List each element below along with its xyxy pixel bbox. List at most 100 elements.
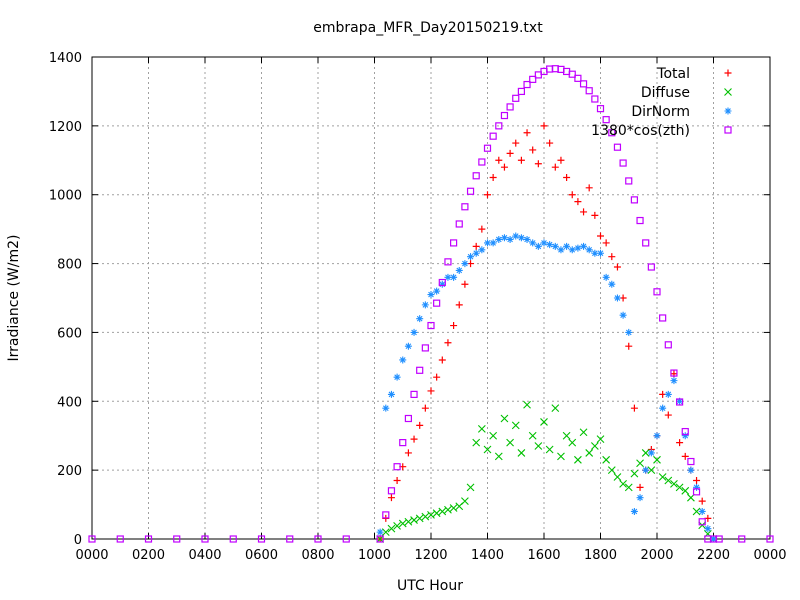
data-point-total [472, 242, 480, 250]
data-point-total [591, 211, 599, 219]
data-point-dirnorm [608, 280, 616, 288]
data-point-diffuse [438, 507, 447, 516]
data-point-dirnorm [540, 239, 548, 247]
data-point-1380-cos-zth [461, 203, 469, 211]
legend-marker [724, 69, 732, 77]
data-point-dirnorm [500, 234, 508, 242]
data-point-dirnorm [704, 525, 712, 533]
series-dirnorm [376, 232, 717, 543]
data-point-dirnorm [574, 244, 582, 252]
data-point-total [681, 452, 689, 460]
data-point-total [512, 139, 520, 147]
data-point-diffuse [590, 442, 599, 450]
data-point-diffuse [613, 473, 622, 481]
data-point-1380-cos-zth [376, 535, 384, 543]
data-point-total [608, 253, 616, 261]
data-point-diffuse [404, 517, 413, 526]
data-marks [88, 65, 774, 543]
data-point-diffuse [607, 466, 616, 475]
data-point-1380-cos-zth [659, 314, 667, 322]
data-point-dirnorm [557, 246, 565, 254]
data-point-diffuse [472, 438, 481, 447]
data-point-1380-cos-zth [687, 457, 695, 466]
data-point-dirnorm [585, 246, 593, 254]
data-point-1380-cos-zth [529, 75, 537, 83]
data-point-1380-cos-zth [416, 366, 424, 374]
data-point-dirnorm [580, 242, 588, 250]
legend-marker [724, 126, 732, 134]
data-point-dirnorm [619, 311, 627, 319]
data-point-diffuse [410, 516, 418, 524]
data-point-diffuse [624, 483, 633, 492]
data-point-1380-cos-zth [410, 390, 418, 398]
data-point-1380-cos-zth [602, 116, 610, 124]
data-point-dirnorm [387, 390, 395, 398]
data-point-diffuse [477, 424, 486, 433]
y-tick-label: 1200 [49, 120, 82, 135]
data-point-diffuse [551, 404, 560, 413]
data-point-1380-cos-zth [466, 187, 475, 195]
x-tick-label: 1800 [584, 548, 617, 563]
data-point-total [506, 149, 514, 157]
data-point-1380-cos-zth [116, 535, 124, 543]
data-point-diffuse [466, 483, 475, 492]
data-point-dirnorm [489, 239, 497, 247]
data-point-dirnorm [529, 239, 537, 247]
data-point-diffuse [534, 442, 543, 450]
chart-title: embrapa_MFR_Day20150219.txt [313, 20, 543, 36]
data-point-dirnorm [484, 239, 491, 247]
data-point-dirnorm [687, 466, 695, 474]
data-point-dirnorm [376, 528, 384, 536]
data-point-total [580, 208, 588, 216]
data-point-diffuse [461, 497, 469, 506]
data-point-1380-cos-zth [664, 341, 672, 349]
data-point-dirnorm [404, 342, 412, 350]
x-tick-label: 1400 [471, 548, 504, 563]
x-tick-label: 0000 [75, 548, 108, 563]
data-point-diffuse [432, 509, 441, 518]
data-point-total [410, 435, 418, 443]
data-point-diffuse [523, 400, 531, 409]
data-point-dirnorm [597, 249, 604, 257]
data-point-total [455, 301, 463, 309]
data-point-total [698, 497, 706, 505]
data-point-dirnorm [681, 432, 689, 440]
data-point-total [551, 163, 559, 171]
legend-label: 1380*cos(zth) [591, 123, 690, 139]
x-tick-label: 0200 [132, 548, 165, 563]
data-point-diffuse [619, 480, 627, 488]
data-point-dirnorm [427, 291, 435, 299]
data-point-total [438, 356, 446, 364]
data-point-total [461, 280, 469, 288]
data-point-1380-cos-zth [698, 518, 706, 526]
data-point-total [585, 184, 593, 192]
data-point-dirnorm [602, 273, 610, 281]
data-point-dirnorm [546, 241, 554, 249]
data-point-1380-cos-zth [427, 321, 435, 330]
data-point-dirnorm [563, 242, 571, 250]
data-point-1380-cos-zth [630, 196, 639, 204]
x-tick-label: 0400 [188, 548, 221, 563]
data-point-1380-cos-zth [675, 398, 684, 406]
data-point-diffuse [557, 452, 565, 461]
data-point-1380-cos-zth [229, 535, 237, 543]
data-point-total [597, 232, 604, 240]
x-tick-label: 0000 [753, 548, 786, 563]
data-point-1380-cos-zth [585, 87, 593, 95]
data-point-total [693, 476, 701, 484]
data-point-1380-cos-zth [438, 278, 446, 287]
data-point-1380-cos-zth [144, 535, 153, 543]
data-point-1380-cos-zth [382, 511, 390, 519]
data-point-total [404, 449, 412, 457]
data-point-dirnorm [478, 246, 486, 254]
data-point-total [495, 156, 503, 164]
data-point-dirnorm [433, 287, 441, 295]
data-point-total [484, 191, 491, 199]
data-point-total [444, 339, 452, 347]
data-point-dirnorm [625, 328, 633, 336]
data-point-dirnorm [693, 483, 701, 491]
data-point-1380-cos-zth [257, 535, 266, 543]
data-point-1380-cos-zth [681, 427, 689, 436]
data-point-total [450, 322, 458, 330]
